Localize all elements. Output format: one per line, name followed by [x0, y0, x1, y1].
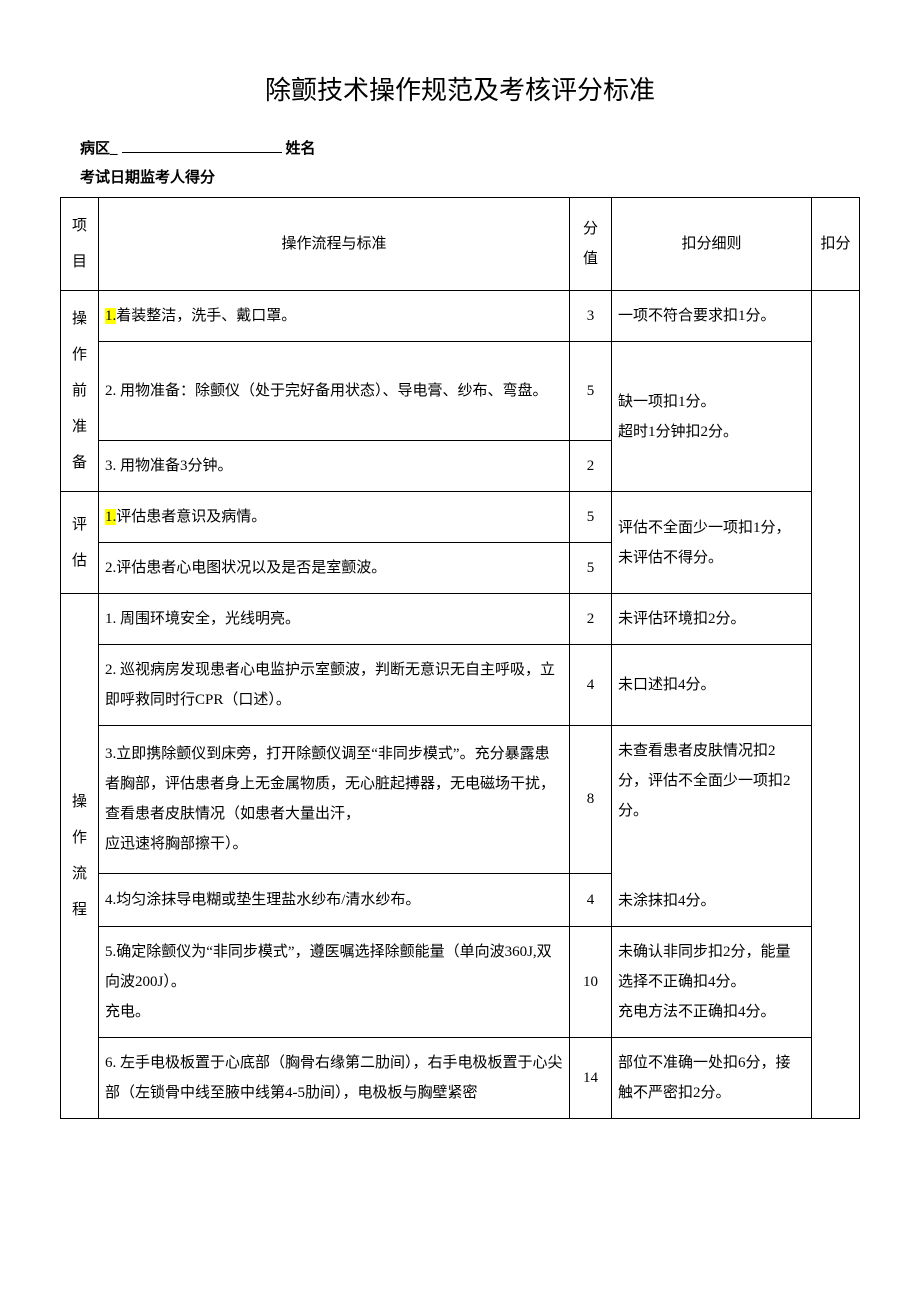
procedure-cell: 6. 左手电极板置于心底部（胸骨右缘第二肋间），右手电极板置于心尖部（左锁骨中线… [99, 1038, 570, 1119]
score-cell: 2 [570, 441, 612, 492]
procedure-cell: 3. 用物准备3分钟。 [99, 441, 570, 492]
deduction-cell: 评估不全面少一项扣1分，未评估不得分。 [612, 492, 812, 594]
category-cell: 操作流程 [61, 594, 99, 1119]
procedure-cell: 1. 周围环境安全，光线明亮。 [99, 594, 570, 645]
meta-line-1: 病区_姓名 [80, 137, 860, 158]
penalty-cell [812, 291, 860, 1119]
score-cell: 5 [570, 543, 612, 594]
score-cell: 3 [570, 291, 612, 342]
deduction-cell: 未口述扣4分。 [612, 645, 812, 726]
table-row: 2. 用物准备：除颤仪（处于完好备用状态）、导电膏、纱布、弯盘。5缺一项扣1分。… [61, 342, 860, 441]
ward-label: 病区 [80, 141, 110, 157]
procedure-cell: 3.立即携除颤仪到床旁，打开除颤仪调至“非同步模式”。充分暴露患者胸部，评估患者… [99, 726, 570, 874]
score-cell: 8 [570, 726, 612, 874]
table-row: 5.确定除颤仪为“非同步模式”，遵医嘱选择除颤能量（单向波360J,双向波200… [61, 927, 860, 1038]
header-row: 项目操作流程与标准分值扣分细则扣分 [61, 198, 860, 291]
table-row: 评估1.评估患者意识及病情。5评估不全面少一项扣1分，未评估不得分。 [61, 492, 860, 543]
procedure-cell: 2. 巡视病房发现患者心电监护示室颤波，判断无意识无自主呼吸，立即呼救同时行CP… [99, 645, 570, 726]
header-penalty: 扣分 [812, 198, 860, 291]
page-title: 除颤技术操作规范及考核评分标准 [60, 70, 860, 107]
procedure-cell: 5.确定除颤仪为“非同步模式”，遵医嘱选择除颤能量（单向波360J,双向波200… [99, 927, 570, 1038]
exam-label: 考试日期监考人得分 [80, 170, 215, 186]
header-score: 分值 [570, 198, 612, 291]
deduction-cell: 未查看患者皮肤情况扣2分，评估不全面少一项扣2分。未涂抹扣4分。 [612, 726, 812, 927]
table-row: 3.立即携除颤仪到床旁，打开除颤仪调至“非同步模式”。充分暴露患者胸部，评估患者… [61, 726, 860, 874]
header-category: 项目 [61, 198, 99, 291]
score-table: 项目操作流程与标准分值扣分细则扣分操作前准备1.着装整洁，洗手、戴口罩。3一项不… [60, 197, 860, 1119]
score-cell: 5 [570, 492, 612, 543]
score-cell: 4 [570, 873, 612, 926]
category-cell: 操作前准备 [61, 291, 99, 492]
deduction-cell: 未确认非同步扣2分，能量选择不正确扣4分。充电方法不正确扣4分。 [612, 927, 812, 1038]
deduction-cell: 一项不符合要求扣1分。 [612, 291, 812, 342]
highlight: 1. [105, 509, 116, 525]
procedure-cell: 1.着装整洁，洗手、戴口罩。 [99, 291, 570, 342]
score-cell: 2 [570, 594, 612, 645]
header-procedure: 操作流程与标准 [99, 198, 570, 291]
procedure-cell: 2.评估患者心电图状况以及是否是室颤波。 [99, 543, 570, 594]
table-row: 2. 巡视病房发现患者心电监护示室颤波，判断无意识无自主呼吸，立即呼救同时行CP… [61, 645, 860, 726]
score-cell: 4 [570, 645, 612, 726]
ward-underline [122, 137, 282, 153]
header-deduction: 扣分细则 [612, 198, 812, 291]
meta-line-2: 考试日期监考人得分 [80, 166, 860, 187]
deduction-cell: 部位不准确一处扣6分，接触不严密扣2分。 [612, 1038, 812, 1119]
table-row: 操作前准备1.着装整洁，洗手、戴口罩。3一项不符合要求扣1分。 [61, 291, 860, 342]
category-cell: 评估 [61, 492, 99, 594]
procedure-cell: 4.均匀涂抹导电糊或垫生理盐水纱布/清水纱布。 [99, 873, 570, 926]
score-cell: 10 [570, 927, 612, 1038]
table-row: 6. 左手电极板置于心底部（胸骨右缘第二肋间），右手电极板置于心尖部（左锁骨中线… [61, 1038, 860, 1119]
deduction-cell: 未评估环境扣2分。 [612, 594, 812, 645]
deduction-cell: 缺一项扣1分。超时1分钟扣2分。 [612, 342, 812, 492]
score-cell: 14 [570, 1038, 612, 1119]
score-cell: 5 [570, 342, 612, 441]
procedure-cell: 1.评估患者意识及病情。 [99, 492, 570, 543]
table-row: 操作流程1. 周围环境安全，光线明亮。2未评估环境扣2分。 [61, 594, 860, 645]
procedure-cell: 2. 用物准备：除颤仪（处于完好备用状态）、导电膏、纱布、弯盘。 [99, 342, 570, 441]
name-label: 姓名 [286, 141, 316, 157]
highlight: 1. [105, 308, 116, 324]
